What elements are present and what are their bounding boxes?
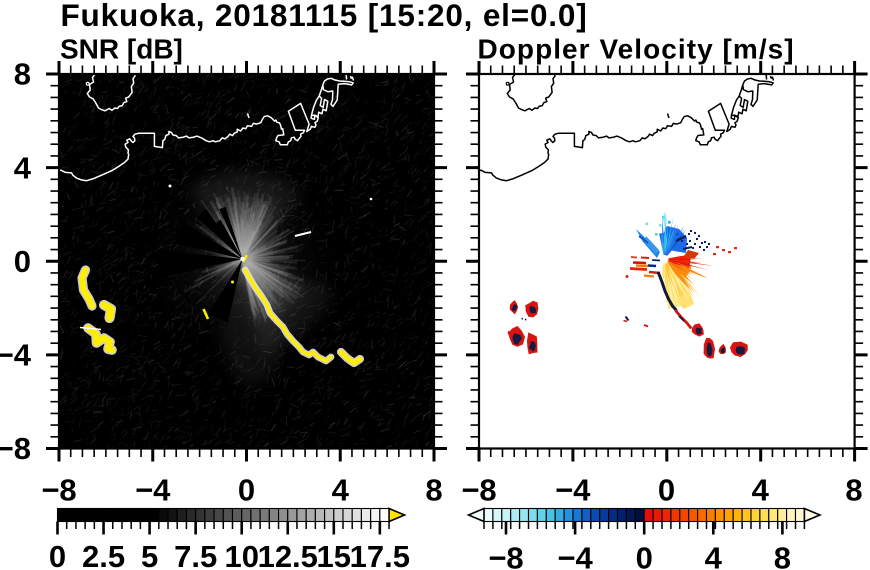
svg-text:8: 8: [845, 473, 862, 508]
svg-text:−4: −4: [555, 473, 591, 508]
svg-text:0: 0: [238, 473, 255, 508]
svg-text:−8: −8: [0, 431, 31, 466]
svg-text:0: 0: [14, 244, 31, 279]
svg-text:4: 4: [705, 541, 723, 570]
svg-text:−8: −8: [41, 473, 76, 508]
svg-text:17.5: 17.5: [350, 539, 410, 570]
svg-text:5: 5: [141, 539, 158, 570]
svg-text:0: 0: [658, 473, 675, 508]
svg-text:4: 4: [14, 150, 32, 185]
svg-text:−4: −4: [557, 541, 593, 570]
svg-text:8: 8: [774, 541, 791, 570]
svg-text:−8: −8: [461, 473, 496, 508]
svg-text:12.5: 12.5: [258, 539, 318, 570]
svg-text:−4: −4: [0, 338, 32, 373]
svg-text:−8: −8: [488, 541, 523, 570]
svg-text:SNR [dB]: SNR [dB]: [60, 33, 183, 64]
svg-text:8: 8: [425, 473, 442, 508]
svg-text:7.5: 7.5: [174, 539, 217, 570]
svg-text:−4: −4: [135, 473, 171, 508]
svg-text:2.5: 2.5: [82, 539, 125, 570]
svg-text:0: 0: [636, 541, 653, 570]
svg-text:0: 0: [49, 539, 66, 570]
svg-text:8: 8: [14, 57, 31, 92]
svg-text:4: 4: [332, 473, 350, 508]
svg-text:10: 10: [224, 539, 258, 570]
svg-text:4: 4: [752, 473, 770, 508]
svg-text:15: 15: [317, 539, 351, 570]
svg-text:Doppler Velocity [m/s]: Doppler Velocity [m/s]: [478, 33, 795, 64]
svg-text:Fukuoka, 20181115 [15:20, el=0: Fukuoka, 20181115 [15:20, el=0.0]: [61, 0, 588, 33]
